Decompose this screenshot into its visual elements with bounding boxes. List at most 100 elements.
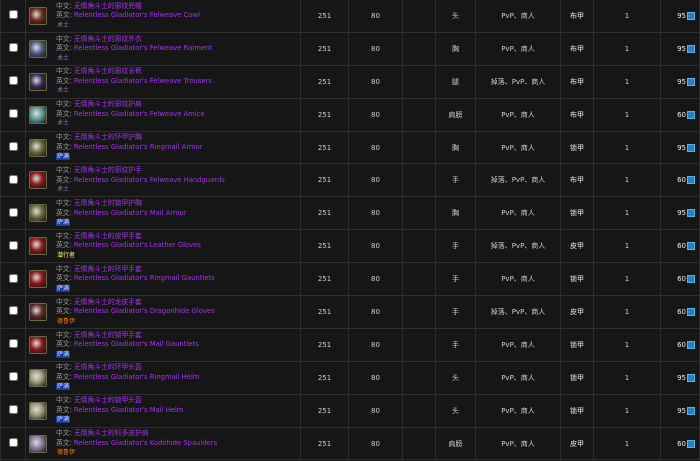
item-icon[interactable]: [29, 401, 47, 420]
item-english-name[interactable]: Relentless Gladiator's Mail Helm: [73, 405, 184, 414]
item-name-cell: 中文: 无情角斗士的锁甲护胸 英文: Relentless Gladiator's …: [25, 196, 301, 231]
row-checkbox[interactable]: [8, 405, 18, 415]
table-row: 中文: 无情角斗士的龙皮手套 英文: Relentless Gladiator's …: [0, 295, 700, 329]
currency-icon: [687, 439, 695, 448]
item-icon[interactable]: [29, 138, 47, 157]
slot: 手: [435, 295, 476, 329]
item-chinese-name[interactable]: 无情角斗士的锁甲护胸: [73, 199, 142, 208]
source: PvP、商人: [475, 262, 561, 297]
item-icon[interactable]: [29, 237, 47, 256]
cost-value: 95: [677, 209, 686, 218]
item-name-cell: 中文: 无情角斗士的皮甲手套 英文: Relentless Gladiator's …: [25, 229, 301, 264]
class-badge: 萨满: [56, 383, 71, 391]
row-checkbox[interactable]: [8, 43, 18, 53]
row-checkbox[interactable]: [8, 76, 18, 86]
row-checkbox[interactable]: [8, 109, 18, 119]
cost-cell: 60: [660, 97, 700, 132]
item-icon[interactable]: [29, 204, 47, 223]
english-label: 英文:: [56, 142, 72, 151]
item-english-name[interactable]: Relentless Gladiator's Ringmail Helm: [73, 372, 200, 381]
item-level: 251: [300, 229, 349, 264]
armor-type: 布甲: [560, 97, 594, 132]
source: PvP、商人: [475, 360, 561, 395]
item-english-name[interactable]: Relentless Gladiator's Felweave Amice: [73, 109, 205, 118]
source: 掉落、PvP、商人: [475, 163, 561, 198]
row-checkbox[interactable]: [8, 10, 18, 20]
item-english-name[interactable]: Relentless Gladiator's Felweave Cowl: [73, 11, 200, 20]
item-icon[interactable]: [29, 302, 47, 321]
item-english-name[interactable]: Relentless Gladiator's Felweave Trousers: [73, 76, 212, 85]
armor-type: 锁甲: [560, 196, 594, 231]
row-checkbox[interactable]: [8, 306, 18, 316]
chinese-label: 中文:: [56, 133, 72, 142]
row-select-cell: [0, 196, 26, 231]
item-chinese-name[interactable]: 无情角斗士的皮甲手套: [73, 231, 142, 240]
item-english-name[interactable]: Relentless Gladiator's Ringmail Armor: [73, 142, 203, 151]
required-level: 80: [348, 229, 403, 264]
item-chinese-name[interactable]: 无情角斗士的邪纹外衣: [73, 34, 142, 43]
currency-icon: [687, 307, 695, 316]
item-chinese-name[interactable]: 无情角斗士的邪纹护手: [73, 166, 142, 175]
row-checkbox[interactable]: [8, 240, 18, 250]
class-badge: 萨满: [56, 350, 71, 358]
chinese-label: 中文:: [56, 166, 72, 175]
cost-cell: 95: [660, 360, 700, 395]
item-level: 251: [300, 295, 349, 329]
item-icon[interactable]: [29, 72, 47, 91]
item-chinese-name[interactable]: 无情角斗士的龙皮手套: [73, 297, 142, 306]
row-checkbox[interactable]: [8, 438, 18, 448]
item-english-name[interactable]: Relentless Gladiator's Dragonhide Gloves: [73, 307, 215, 316]
item-chinese-name[interactable]: 无情角斗士的环甲手套: [73, 264, 142, 273]
english-label: 英文:: [56, 175, 72, 184]
item-icon[interactable]: [29, 434, 47, 453]
item-icon[interactable]: [29, 6, 47, 25]
item-english-name[interactable]: Relentless Gladiator's Kodohide Spaulder…: [73, 438, 218, 447]
item-english-name[interactable]: Relentless Gladiator's Ringmail Gauntlet…: [73, 274, 215, 283]
item-icon[interactable]: [29, 171, 47, 190]
currency-icon: [687, 373, 695, 382]
required-level: 80: [348, 196, 403, 231]
row-select-cell: [0, 393, 26, 428]
item-icon[interactable]: [29, 39, 47, 58]
item-level: 251: [300, 262, 349, 297]
slot: 手: [435, 229, 476, 264]
armor-type: 皮甲: [560, 426, 594, 461]
item-chinese-name[interactable]: 无情角斗士的环甲护胸: [73, 133, 142, 142]
row-checkbox[interactable]: [8, 339, 18, 349]
item-level: 251: [300, 360, 349, 395]
cost-cell: 95: [660, 31, 700, 66]
extra-cell: [402, 97, 436, 132]
row-checkbox[interactable]: [8, 372, 18, 382]
row-checkbox[interactable]: [8, 174, 18, 184]
item-english-name[interactable]: Relentless Gladiator's Felweave Handguar…: [73, 175, 225, 184]
class-badge: 德鲁伊: [57, 317, 76, 325]
item-chinese-name[interactable]: 无情角斗士的科多皮护肩: [73, 429, 149, 438]
item-chinese-name[interactable]: 无情角斗士的环甲头盔: [73, 363, 142, 372]
item-english-name[interactable]: Relentless Gladiator's Mail Armor: [73, 208, 187, 217]
item-chinese-name[interactable]: 无情角斗士的邪纹长裤: [73, 67, 142, 76]
item-icon[interactable]: [29, 270, 47, 289]
row-checkbox[interactable]: [8, 142, 18, 151]
source: 掉落、PvP、商人: [475, 64, 561, 99]
source: PvP、商人: [475, 196, 561, 231]
armor-type: 布甲: [560, 163, 594, 198]
item-english-name[interactable]: Relentless Gladiator's Felweave Raiment: [73, 44, 213, 53]
cost-value: 60: [677, 110, 686, 119]
item-icon[interactable]: [29, 368, 47, 387]
item-icon[interactable]: [29, 105, 47, 124]
row-checkbox[interactable]: [8, 207, 18, 217]
item-english-name[interactable]: Relentless Gladiator's Leather Gloves: [73, 241, 201, 250]
item-english-name[interactable]: Relentless Gladiator's Mail Gauntlets: [73, 340, 199, 349]
slot: 头: [435, 360, 476, 395]
required-level: 80: [348, 64, 403, 99]
class-badge: 萨满: [56, 219, 71, 227]
item-chinese-name[interactable]: 无情角斗士的锁甲手套: [73, 330, 142, 339]
row-checkbox[interactable]: [8, 273, 18, 283]
item-chinese-name[interactable]: 无情角斗士的邪纹兜帽: [73, 1, 142, 10]
table-row: 中文: 无情角斗士的邪纹外衣 英文: Relentless Gladiator's …: [0, 31, 700, 66]
item-chinese-name[interactable]: 无情角斗士的邪纹护肩: [73, 100, 142, 109]
item-icon[interactable]: [29, 335, 47, 354]
item-chinese-name[interactable]: 无情角斗士的锁甲头盔: [73, 396, 142, 405]
armor-type: 锁甲: [560, 393, 594, 428]
quantity: 1: [593, 196, 661, 231]
